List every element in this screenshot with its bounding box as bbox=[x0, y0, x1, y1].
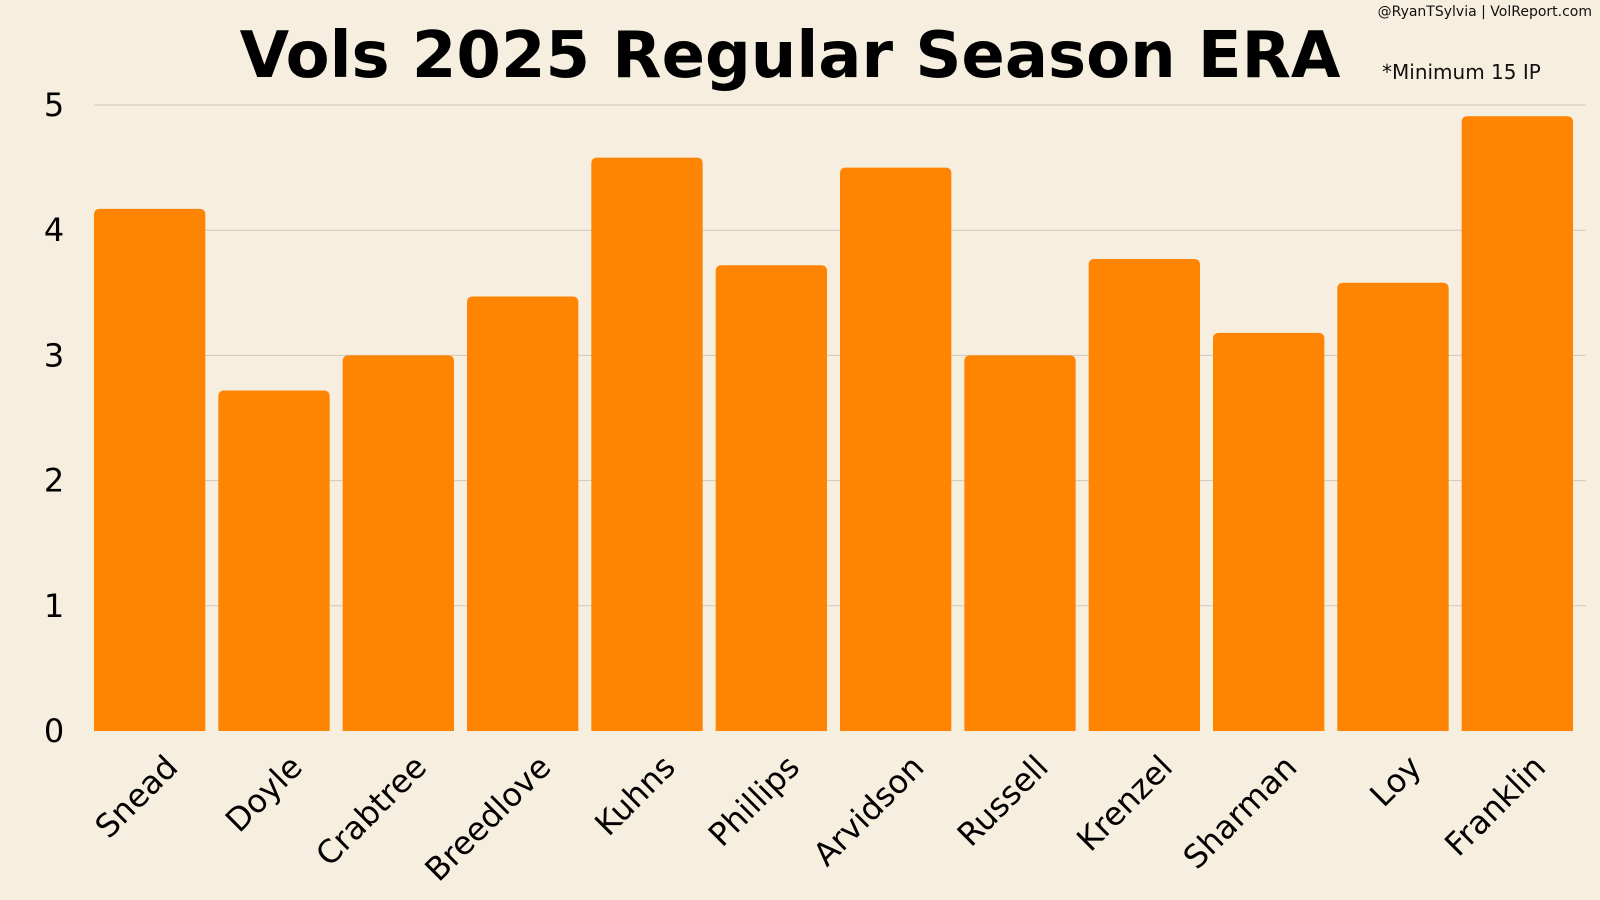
bar-franklin bbox=[1461, 116, 1573, 731]
x-tick-label-breedlove: Breedlove bbox=[417, 748, 558, 889]
x-tick-label-krenzel: Krenzel bbox=[1069, 748, 1180, 859]
x-tick-label-phillips: Phillips bbox=[701, 748, 807, 854]
x-tick-label-crabtree: Crabtree bbox=[308, 748, 434, 874]
y-tick-label: 4 bbox=[44, 211, 64, 249]
bar-breedlove bbox=[467, 296, 579, 731]
x-tick-label-arvidson: Arvidson bbox=[806, 748, 932, 874]
y-tick-label: 5 bbox=[44, 86, 64, 124]
bar-russell bbox=[964, 355, 1076, 731]
y-tick-label: 1 bbox=[44, 587, 64, 625]
bar-loy bbox=[1337, 282, 1449, 731]
minimum-ip-note: *Minimum 15 IP bbox=[1382, 60, 1541, 84]
x-tick-label-sharman: Sharman bbox=[1176, 748, 1305, 877]
y-tick-label: 3 bbox=[44, 336, 64, 374]
x-tick-label-snead: Snead bbox=[88, 748, 186, 846]
x-tick-label-franklin: Franklin bbox=[1437, 748, 1553, 864]
x-tick-label-kuhns: Kuhns bbox=[587, 748, 682, 843]
x-tick-label-russell: Russell bbox=[950, 748, 1056, 854]
bar-phillips bbox=[715, 265, 827, 731]
chart-title: Vols 2025 Regular Season ERA bbox=[239, 19, 1341, 93]
bar-sharman bbox=[1213, 332, 1325, 731]
bars bbox=[94, 116, 1573, 732]
x-tick-label-doyle: Doyle bbox=[218, 748, 310, 840]
y-axis-ticks: 0 1 2 3 4 5 bbox=[44, 86, 64, 750]
bar-kuhns bbox=[591, 157, 703, 732]
credit-label: @RyanTSylvia | VolReport.com bbox=[1377, 4, 1592, 20]
bar-doyle bbox=[218, 390, 330, 731]
bar-arvidson bbox=[840, 167, 952, 732]
bar-snead bbox=[94, 208, 206, 731]
y-tick-label: 0 bbox=[44, 712, 64, 750]
x-tick-label-loy: Loy bbox=[1362, 748, 1428, 814]
bar-krenzel bbox=[1088, 258, 1200, 731]
bar-crabtree bbox=[342, 355, 454, 731]
y-tick-label: 2 bbox=[44, 462, 64, 500]
